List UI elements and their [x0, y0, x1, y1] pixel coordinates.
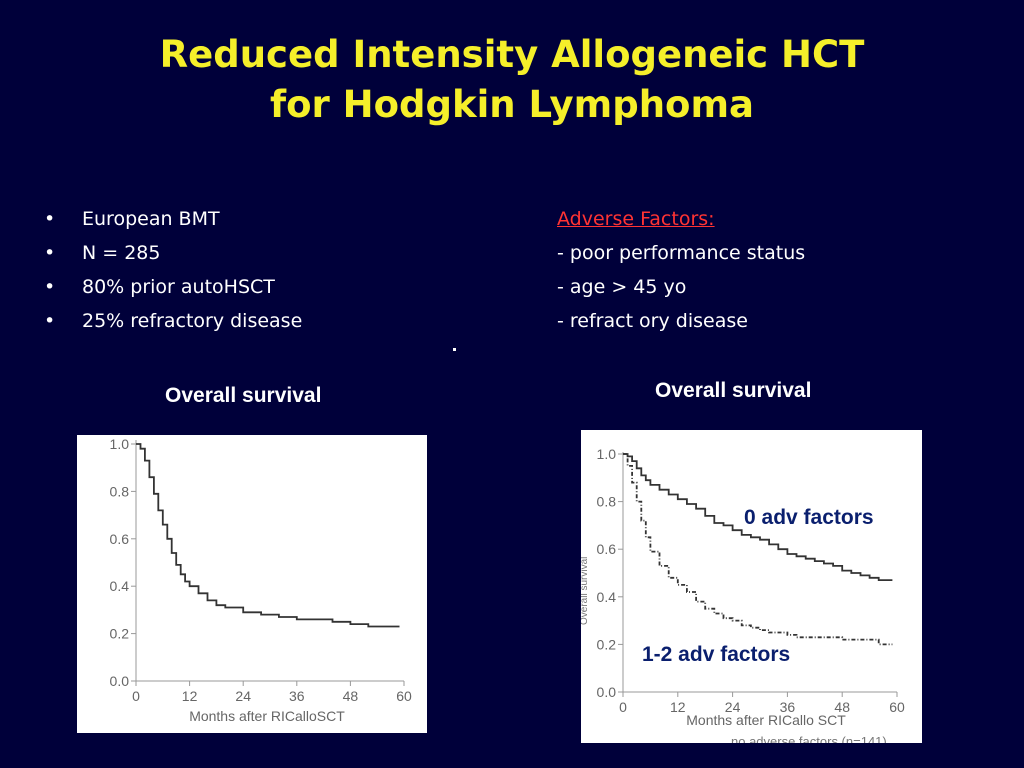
bullet-item: • European BMT: [44, 202, 302, 236]
y-tick-label: 1.0: [110, 436, 130, 452]
x-tick-label: 48: [834, 699, 850, 715]
bullet-dot: •: [44, 242, 56, 264]
bullet-text: 80% prior autoHSCT: [82, 276, 275, 298]
x-tick-label: 36: [780, 699, 796, 715]
y-tick-label: 0.4: [110, 578, 130, 594]
annotation-1-2-adv-factors: 1-2 adv factors: [642, 643, 790, 666]
x-tick-label: 60: [396, 688, 412, 704]
x-axis-title: Months after RICallo SCT: [686, 712, 846, 728]
x-tick-label: 48: [343, 688, 359, 704]
right-chart-label: Overall survival: [655, 379, 812, 402]
survival-curve-solid: [623, 453, 893, 581]
x-tick-label: 24: [235, 688, 251, 704]
adverse-factors-block: Adverse Factors: - poor performance stat…: [557, 202, 805, 338]
bullet-text: European BMT: [82, 208, 220, 230]
survival-curve-solid: [136, 443, 400, 628]
y-tick-label: 1.0: [597, 446, 617, 462]
x-tick-label: 12: [182, 688, 198, 704]
adverse-factor-item: - age > 45 yo: [557, 276, 687, 298]
y-tick-label: 0.2: [597, 636, 617, 652]
adverse-factor-item: - refract ory disease: [557, 310, 748, 332]
x-axis-title: Months after RICalloSCT: [189, 708, 345, 724]
y-axis-title: Overall survival: [581, 557, 590, 625]
x-tick-label: 0: [132, 688, 140, 704]
adverse-factor-item: - poor performance status: [557, 242, 806, 264]
y-tick-label: 0.0: [110, 673, 130, 689]
bullet-text: N = 285: [82, 242, 161, 264]
survival-curve-dashed: [623, 453, 893, 646]
stray-dot: [453, 348, 456, 351]
y-tick-label: 0.8: [110, 483, 130, 499]
title-line-2: for Hodgkin Lymphoma: [269, 83, 755, 126]
right-chart-svg: 0.0 0.2 0.4 0.6 0.8 1.0 0 12 24 36 48 60 Overall s…: [579, 446, 905, 749]
left-survival-chart: 0.0 0.2 0.4 0.6 0.8 1.0 0 12 24 36 48 60 Months af…: [77, 435, 427, 733]
bullet-text: 25% refractory disease: [82, 310, 303, 332]
left-chart-label: Overall survival: [165, 384, 322, 407]
left-chart-svg: 0.0 0.2 0.4 0.6 0.8 1.0 0 12 24 36 48 60 Months af…: [110, 436, 412, 724]
bullet-item: • 25% refractory disease: [44, 304, 302, 338]
bullet-item: • 80% prior autoHSCT: [44, 270, 302, 304]
x-tick-label: 36: [289, 688, 305, 704]
right-survival-chart: 0.0 0.2 0.4 0.6 0.8 1.0 0 12 24 36 48 60 Overall s…: [579, 430, 922, 749]
y-tick-label: 0.2: [110, 626, 130, 642]
y-tick-label: 0.6: [110, 531, 130, 547]
x-tick-label: 0: [619, 699, 627, 715]
y-tick-label: 0.6: [597, 541, 617, 557]
bullet-dot: •: [44, 208, 56, 230]
bullet-dot: •: [44, 276, 56, 298]
title-line-1: Reduced Intensity Allogeneic HCT: [159, 33, 865, 76]
slide-title: Reduced Intensity Allogeneic HCT for Hod…: [0, 30, 1024, 130]
y-tick-label: 0.4: [597, 589, 617, 605]
y-tick-label: 0.0: [597, 684, 617, 700]
bullet-dot: •: [44, 310, 56, 332]
chart-footnote: no adverse factors (n=141): [731, 734, 887, 743]
study-bullet-list: • European BMT • N = 285 • 80% prior autoHS…: [44, 202, 302, 338]
bullet-item: • N = 285: [44, 236, 302, 270]
x-tick-label: 60: [889, 699, 905, 715]
x-tick-label: 24: [725, 699, 741, 715]
adverse-factors-header: Adverse Factors:: [557, 208, 715, 230]
y-tick-label: 0.8: [597, 494, 617, 510]
x-tick-label: 12: [670, 699, 686, 715]
annotation-0-adv-factors: 0 adv factors: [744, 506, 874, 529]
